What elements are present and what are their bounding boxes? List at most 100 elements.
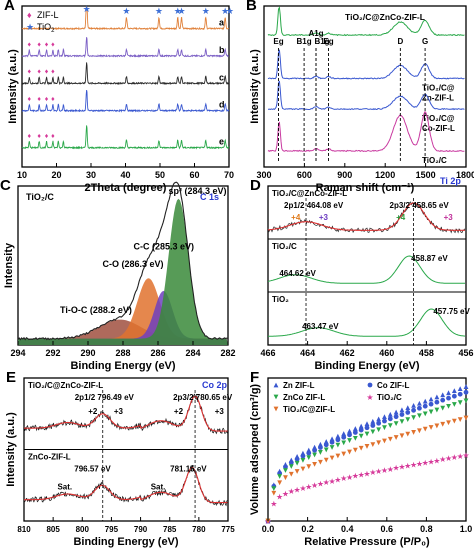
ti2p-peak-label: 463.47 eV: [302, 322, 339, 331]
raman-band-label: Eg: [323, 37, 333, 46]
isotherm-point: [341, 451, 347, 457]
panel-a-xtick: 40: [120, 170, 130, 180]
isotherm-point: [405, 405, 411, 410]
co2p-peak-label: 781.15 eV: [170, 465, 207, 474]
ti2p-peak-label: 2p3/2 458.65 eV: [390, 201, 450, 210]
isotherm-point: [451, 393, 457, 399]
isotherm-point: ★: [276, 493, 283, 502]
isotherm-point: [446, 390, 451, 396]
isotherm-point: [399, 412, 405, 417]
panel-b-xtick: 1800: [456, 170, 474, 180]
panel-c-xtick: 292: [45, 348, 60, 358]
isotherm-point: [329, 455, 335, 461]
isotherm-point: [312, 452, 317, 458]
ti2p-ox-label: +3: [319, 213, 329, 222]
isotherm-point: ★: [427, 457, 434, 466]
isotherm-point: [440, 392, 446, 398]
panel-b-xtick: 1200: [375, 170, 395, 180]
c1s-peak-label: C-C (285.3 eV): [134, 242, 195, 252]
isotherm-point: ★: [398, 463, 405, 472]
isotherm-point: [422, 403, 428, 409]
panel-d-xtick: 464: [300, 348, 315, 358]
isotherm-point: [405, 417, 411, 423]
panel-a-xtick: 30: [86, 170, 96, 180]
panel-f-xtick: 0.6: [381, 524, 394, 534]
isotherm-point: [440, 405, 446, 411]
isotherm-point: [364, 425, 370, 431]
isotherm-point: [370, 429, 376, 435]
isotherm-point: [323, 439, 329, 444]
raman-band-label: G: [422, 37, 428, 46]
raman-series: [267, 111, 465, 153]
isotherm-point: [422, 398, 428, 404]
panel-e-xtick: 800: [76, 525, 90, 534]
isotherm-legend-label: ZnCo ZIF-L: [283, 393, 325, 402]
isotherm-point: [306, 450, 312, 456]
panel-f-ylabel: Volume adsorped (cm³/g): [249, 384, 261, 516]
isotherm-point: [422, 426, 428, 432]
isotherm-point: [352, 435, 358, 441]
panel-e-xtick: 795: [105, 525, 119, 534]
isotherm-point: [411, 403, 416, 408]
tio2-marker: ★: [155, 6, 163, 16]
panel-e-xtick: 810: [17, 525, 31, 534]
isotherm-point: [352, 430, 358, 435]
isotherm-point: ★: [445, 454, 452, 463]
isotherm-point: [463, 384, 469, 389]
panel-a-xlabel: 2Theta (degree): [85, 182, 167, 194]
c1s-peak: [18, 198, 228, 345]
isotherm-point: [358, 423, 364, 429]
panel-f-xtick: 1.0: [460, 524, 473, 534]
isotherm-point: [300, 453, 306, 459]
raman-band-label: B1g: [314, 37, 329, 46]
isotherm-point: [457, 400, 463, 406]
isotherm-point: ★: [358, 471, 365, 480]
isotherm-point: ★: [462, 451, 469, 460]
isotherm-point: [352, 426, 358, 431]
isotherm-legend-label: TiO₂/C: [377, 393, 402, 402]
isotherm-point: [288, 464, 294, 469]
panel-c-xlabel: Binding Energy (eV): [70, 360, 175, 372]
isotherm-point: ★: [352, 472, 359, 481]
isotherm-point: [393, 421, 399, 427]
panel-d-frame: [267, 185, 467, 346]
panel-e-xtick: 790: [134, 525, 148, 534]
isotherm-point: [358, 445, 364, 451]
panel-a-ylabel: Intensity (a.u.): [7, 49, 19, 124]
isotherm-point: [405, 410, 411, 415]
panel-b-xlabel: Raman shift (cm⁻¹): [316, 182, 415, 194]
panel-c-ylabel: Intensity: [3, 242, 15, 288]
isotherm-point: [463, 398, 469, 404]
xrd-series-a: [21, 7, 230, 31]
isotherm-point: [457, 417, 463, 422]
panel-f-xtick: 0.4: [341, 524, 354, 534]
isotherm-point: [273, 382, 279, 388]
panel-b-xtick: 600: [297, 170, 312, 180]
isotherm-point: [347, 438, 352, 443]
raman-series: [267, 6, 465, 37]
isotherm-point: ★: [375, 467, 382, 476]
legend-zif-label: ZIF-L: [37, 10, 59, 20]
isotherm-point: ★: [363, 469, 370, 478]
panel-a-xtick: 20: [51, 170, 61, 180]
isotherm-point: [399, 433, 405, 439]
isotherm-point: [335, 437, 341, 443]
isotherm-point: [446, 420, 451, 426]
panel-f-xtick: 0.8: [420, 524, 433, 534]
xrd-series-d: [21, 90, 230, 113]
panel-d-xtick: 460: [379, 348, 394, 358]
isotherm-point: ★: [328, 477, 335, 486]
isotherm-point: [376, 440, 382, 446]
isotherm-point: ★: [439, 455, 446, 464]
panel-c-xtick: 286: [150, 348, 165, 358]
isotherm-point: [451, 418, 457, 424]
isotherm-legend-label: TiO₂/C@ZIF-L: [283, 405, 335, 414]
isotherm-point: [271, 490, 277, 496]
panel-c-region: C 1s: [200, 192, 219, 202]
isotherm-point: [283, 468, 288, 473]
c1s-peak-label: sp² (284.3 eV): [169, 186, 227, 196]
panel-b-xtick: 1500: [416, 170, 436, 180]
raman-series: [268, 80, 465, 111]
panel-b-frame: [263, 5, 467, 168]
isotherm-point: [335, 453, 341, 459]
